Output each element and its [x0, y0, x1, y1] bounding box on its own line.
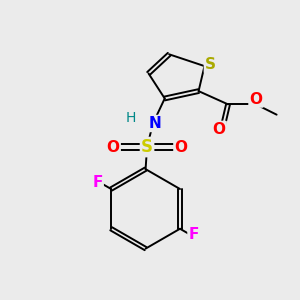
Text: O: O: [174, 140, 188, 154]
Text: S: S: [205, 57, 216, 72]
Text: N: N: [148, 116, 161, 131]
Text: O: O: [213, 122, 226, 137]
Text: S: S: [141, 138, 153, 156]
Text: O: O: [250, 92, 262, 106]
Text: O: O: [107, 140, 120, 154]
Text: F: F: [188, 227, 199, 242]
Text: H: H: [126, 111, 136, 124]
Text: F: F: [92, 175, 103, 190]
